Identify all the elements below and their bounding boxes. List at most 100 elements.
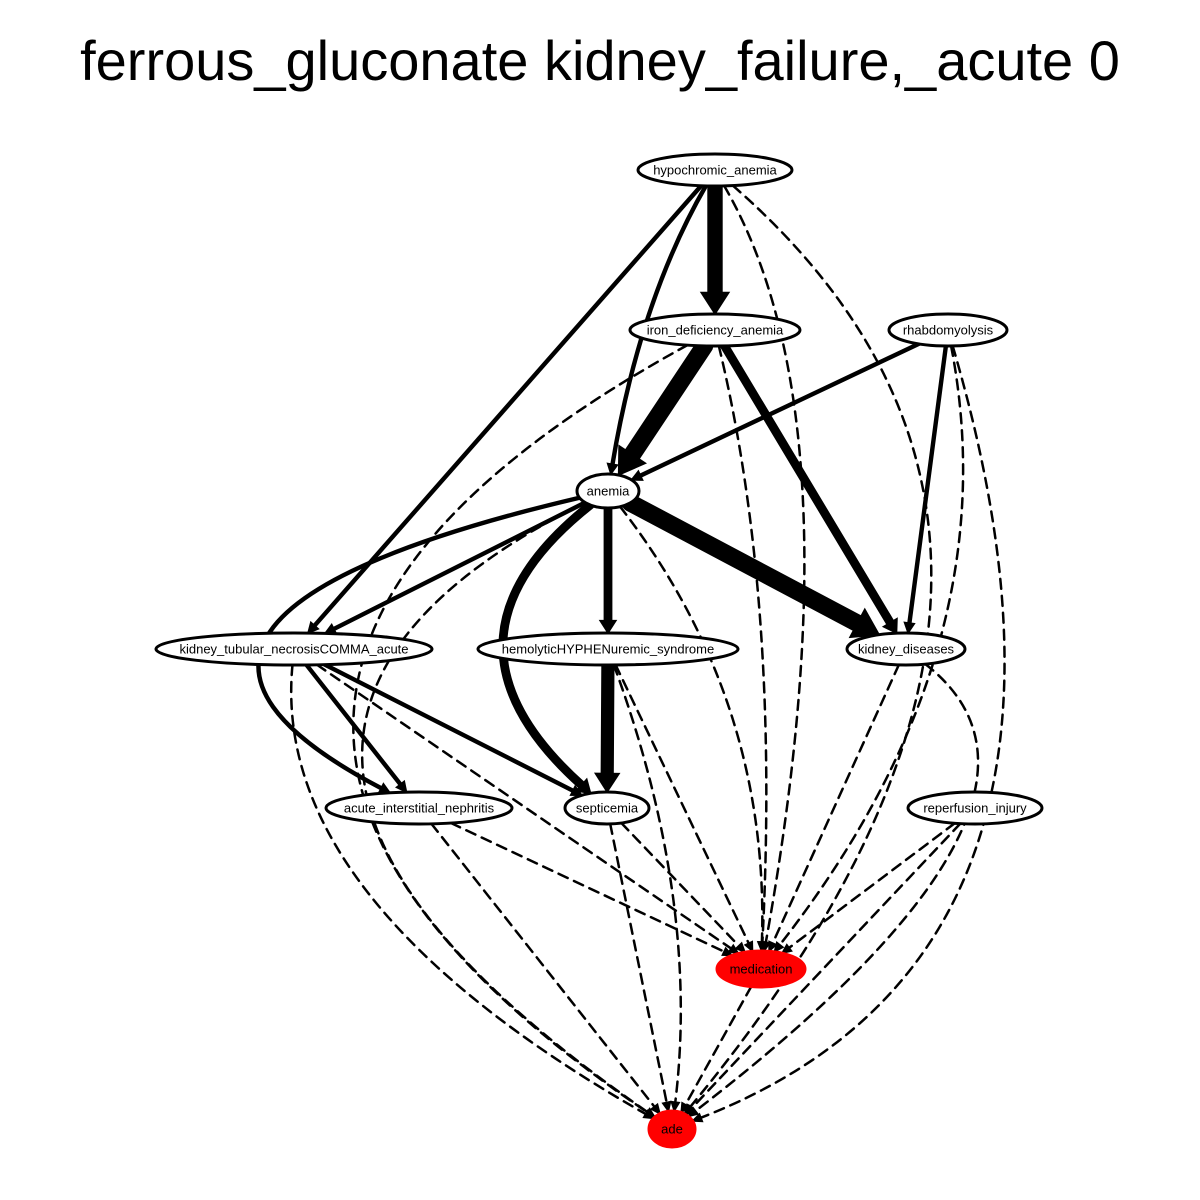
- edge-anemia-to-medication: [618, 505, 768, 953]
- edge-line: [787, 822, 956, 950]
- edge-line: [360, 501, 649, 1114]
- node-shape: [563, 790, 651, 826]
- edge-iron_deficiency_anemia-to-anemia: [617, 337, 714, 477]
- node-shape: [906, 790, 1044, 826]
- edge-medication-to-ade: [680, 985, 753, 1115]
- node-label: septicemia: [576, 801, 639, 816]
- node-label: rhabdomyolysis: [903, 323, 994, 338]
- node-label: kidney_diseases: [858, 642, 955, 657]
- edge-hus-to-medication: [614, 663, 754, 954]
- node-shape: [647, 1109, 697, 1149]
- edge-line: [315, 663, 733, 950]
- edge-line: [614, 663, 750, 945]
- edge-line: [690, 822, 962, 1110]
- arrow-head-icon: [598, 619, 618, 635]
- node-iron-deficiency-anemia: iron_deficiency_anemia: [628, 312, 802, 348]
- arrow-head-icon: [734, 941, 747, 954]
- edge-hypochromic_anemia-to-anemia: [606, 183, 709, 476]
- arrow-head-icon: [690, 1112, 704, 1123]
- edge-septicemia-to-medication: [620, 821, 747, 954]
- node-shape: [887, 312, 1009, 348]
- arrow-head-icon: [661, 1100, 672, 1114]
- edge-iron_deficiency_anemia-to-kidney_diseases: [720, 341, 898, 635]
- edge-ain-to-ade: [430, 822, 662, 1116]
- edge-anemia-to-kidney_diseases: [621, 494, 881, 639]
- edge-kidney_tubular_necrosis-to-ade: [290, 663, 656, 1120]
- edge-line: [621, 494, 867, 633]
- arrow-head-icon: [721, 946, 734, 957]
- node-ade: ade: [647, 1109, 697, 1149]
- graph-title: ferrous_gluconate kidney_failure,_acute …: [80, 29, 1120, 92]
- arrow-head-icon: [606, 462, 619, 476]
- edge-hypochromic_anemia-to-kidney_tubular_necrosis: [306, 183, 704, 635]
- node-shape: [575, 472, 641, 510]
- node-shape: [324, 790, 514, 826]
- edge-septicemia-to-ade: [608, 822, 672, 1114]
- edge-line: [322, 662, 576, 793]
- arrow-head-icon: [574, 777, 592, 795]
- edge-hus-to-ade: [612, 663, 683, 1113]
- edge-anemia-to-hus: [598, 503, 618, 635]
- arrow-head-icon: [743, 940, 754, 954]
- edge-line: [600, 658, 615, 781]
- edge-line: [771, 663, 901, 945]
- node-rhabdomyolysis: rhabdomyolysis: [887, 312, 1009, 348]
- arrow-head-icon: [756, 941, 768, 953]
- edge-line: [623, 337, 714, 464]
- edge-line: [612, 663, 683, 1104]
- node-label: hypochromic_anemia: [653, 163, 777, 178]
- edge-line: [610, 183, 709, 467]
- arrow-head-icon: [569, 784, 584, 796]
- edge-kidney_diseases-to-medication: [768, 663, 901, 953]
- arrow-head-icon: [642, 1109, 656, 1120]
- node-label: kidney_tubular_necrosisCOMMA_acute: [179, 642, 408, 657]
- arrow-head-icon: [881, 617, 898, 635]
- node-reperfusion-injury: reperfusion_injury: [906, 790, 1044, 826]
- node-anemia: anemia: [575, 472, 641, 510]
- node-label: reperfusion_injury: [923, 801, 1027, 816]
- arrow-head-icon: [629, 469, 644, 481]
- edge-layer: [256, 178, 1006, 1123]
- node-hypochromic-anemia: hypochromic_anemia: [636, 152, 794, 188]
- node-shape: [628, 312, 802, 348]
- arrow-head-icon: [593, 772, 621, 794]
- edge-rhabdomyolysis-to-anemia: [629, 341, 921, 481]
- edge-line: [449, 821, 726, 953]
- edge-line: [290, 663, 647, 1116]
- edge-line: [684, 985, 753, 1106]
- edge-kidney_tubular_necrosis-to-medication: [315, 663, 740, 955]
- node-shape: [636, 152, 794, 188]
- node-label: anemia: [587, 484, 630, 499]
- node-hus: hemolyticHYPHENuremic_syndrome: [476, 631, 740, 667]
- node-ain: acute_interstitial_nephritis: [324, 790, 514, 826]
- edge-kidney_tubular_necrosis-to-septicemia: [322, 662, 584, 796]
- arrow-head-icon: [903, 621, 916, 635]
- edge-line: [720, 341, 895, 628]
- node-label: acute_interstitial_nephritis: [344, 801, 495, 816]
- edge-kidney_tubular_necrosis-to-ain: [304, 662, 408, 794]
- edge-line: [717, 344, 768, 944]
- edge-line: [694, 662, 980, 1113]
- node-shape: [154, 631, 434, 667]
- arrow-head-icon: [699, 291, 731, 316]
- arrow-head-icon: [617, 444, 648, 477]
- node-shape: [476, 631, 740, 667]
- arrow-head-icon: [848, 607, 881, 639]
- node-kidney-tubular-necrosis: kidney_tubular_necrosisCOMMA_acute: [154, 631, 434, 667]
- arrow-head-icon: [684, 1103, 697, 1116]
- edge-reperfusion_injury-to-medication: [780, 822, 956, 955]
- node-layer: hypochromic_anemia iron_deficiency_anemia…: [154, 152, 1044, 1149]
- edge-line: [620, 821, 740, 947]
- edge-line: [688, 184, 933, 1109]
- arrow-head-icon: [680, 1101, 691, 1115]
- edge-line: [331, 500, 588, 632]
- edge-line: [608, 822, 668, 1104]
- edge-rhabdomyolysis-to-kidney_diseases: [903, 343, 949, 635]
- edge-line: [618, 505, 764, 944]
- node-label: hemolyticHYPHENuremic_syndrome: [502, 642, 714, 657]
- edge-line: [638, 341, 921, 478]
- arrow-head-icon: [395, 779, 408, 794]
- arrow-head-icon: [780, 943, 793, 955]
- node-shape: [845, 631, 967, 667]
